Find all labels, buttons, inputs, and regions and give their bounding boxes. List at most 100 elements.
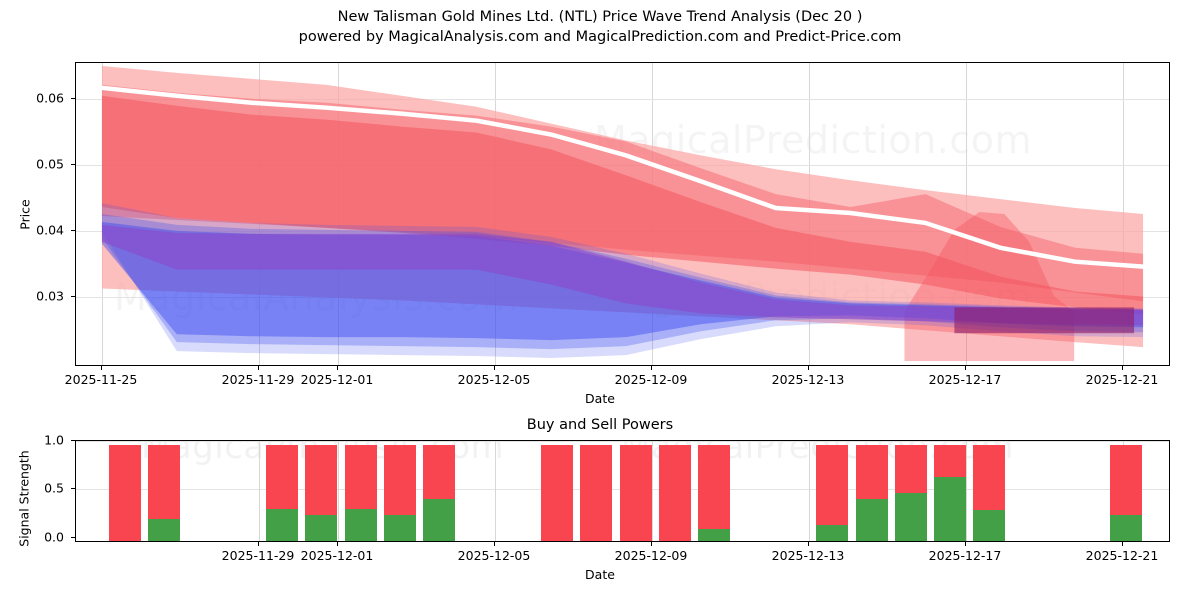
signal-bar (973, 444, 1005, 541)
magenta-core-block (954, 307, 1135, 334)
y-tick-label: 0.0 (44, 529, 64, 545)
gridline-v (259, 441, 260, 541)
price-chart-plot-area: MagicalAnalysis.com MagicalPrediction.co… (75, 62, 1170, 366)
buy-power-segment (148, 518, 180, 541)
signal-axis-title: Signal Strength (16, 450, 32, 547)
x-tick (965, 366, 966, 370)
x-tick (337, 542, 338, 546)
sell-power-segment (541, 444, 573, 541)
x-tick-label: 2025-12-09 (614, 548, 688, 563)
x-tick-label: 2025-12-17 (928, 548, 1002, 563)
x-tick-label: 2025-12-21 (1085, 372, 1159, 387)
sell-power-segment (580, 444, 612, 541)
buy-power-segment (856, 498, 888, 541)
sell-power-segment (305, 444, 337, 516)
sell-power-segment (1110, 444, 1142, 516)
buy-power-segment (305, 515, 337, 541)
x-tick-label: 2025-11-29 (221, 372, 295, 387)
signal-bar (698, 444, 730, 541)
sell-power-segment (973, 444, 1005, 511)
y-tick-label: 0.04 (36, 222, 64, 238)
signal-x-axis-title: Date (585, 567, 615, 582)
sell-power-segment (423, 444, 455, 499)
buy-power-segment (384, 515, 416, 541)
x-tick-label: 2025-12-13 (771, 548, 845, 563)
gridline-h (76, 99, 1169, 100)
x-tick (337, 366, 338, 370)
x-tick (258, 366, 259, 370)
buy-power-segment (973, 510, 1005, 541)
y-tick-label: 1.0 (44, 432, 64, 448)
x-tick-label: 2025-11-25 (64, 372, 138, 387)
gridline-v (338, 441, 339, 541)
y-tick (71, 440, 75, 441)
x-tick (494, 366, 495, 370)
y-tick (71, 164, 75, 165)
buy-power-segment (698, 529, 730, 541)
mean-price-line (99, 85, 1146, 269)
purple-core-band (101, 224, 1144, 326)
x-tick (808, 366, 809, 370)
signal-bar (384, 444, 416, 541)
gridline-v (652, 441, 653, 541)
x-tick (808, 542, 809, 546)
buy-power-segment (423, 498, 455, 541)
sell-power-segment (620, 444, 652, 541)
price-axis-title: Price (17, 199, 33, 230)
signal-bar (856, 444, 888, 541)
x-tick (101, 366, 102, 370)
x-tick (651, 366, 652, 370)
sell-power-segment (895, 444, 927, 493)
sell-power-segment (934, 444, 966, 477)
price-x-axis-title: Date (585, 391, 615, 406)
x-tick-label: 2025-12-13 (771, 372, 845, 387)
y-tick (71, 230, 75, 231)
signal-chart-plot-area: MagicalAnalysis.com MagicalPrediction.co… (75, 440, 1170, 542)
price-wave-bands (99, 65, 1146, 362)
signal-bar (895, 444, 927, 541)
y-tick-label: 0.03 (36, 288, 64, 304)
sell-power-segment (659, 444, 691, 541)
sell-power-segment (266, 444, 298, 510)
x-tick (1122, 542, 1123, 546)
gridline-v (495, 441, 496, 541)
signal-bar (266, 444, 298, 541)
y-tick-label: 0.05 (36, 156, 64, 172)
signal-bar (816, 444, 848, 541)
x-tick (258, 542, 259, 546)
x-tick-label: 2025-12-21 (1085, 548, 1159, 563)
title-line-2: powered by MagicalAnalysis.com and Magic… (298, 28, 902, 45)
x-tick (965, 542, 966, 546)
buy-power-segment (1110, 515, 1142, 541)
signal-chart-title: Buy and Sell Powers (526, 417, 674, 433)
x-tick-label: 2025-12-05 (457, 548, 531, 563)
x-tick-label: 2025-12-09 (614, 372, 688, 387)
gridline-v (966, 441, 967, 541)
signal-bar (148, 444, 180, 541)
y-tick (71, 488, 75, 489)
signal-bar (109, 444, 141, 541)
sell-power-segment (148, 444, 180, 519)
x-tick-label: 2025-12-01 (300, 372, 374, 387)
signal-bar (659, 444, 691, 541)
buy-power-segment (895, 492, 927, 541)
sell-power-segment (698, 444, 730, 530)
sell-power-segment (384, 444, 416, 516)
y-tick (71, 537, 75, 538)
y-tick-label: 0.5 (44, 480, 64, 496)
x-tick-label: 2025-12-17 (928, 372, 1002, 387)
sell-power-segment (816, 444, 848, 525)
signal-bar (423, 444, 455, 541)
x-tick-label: 2025-12-05 (457, 372, 531, 387)
title-line-1: New Talisman Gold Mines Ltd. (NTL) Price… (337, 9, 863, 25)
gridline-v (809, 441, 810, 541)
x-tick (494, 542, 495, 546)
y-tick-label: 0.06 (36, 90, 64, 106)
buy-power-segment (934, 476, 966, 541)
signal-bar (345, 444, 377, 541)
sell-power-segment (345, 444, 377, 510)
sell-power-segment (856, 444, 888, 499)
signal-bar (934, 444, 966, 541)
y-tick (71, 296, 75, 297)
signal-bar (1110, 444, 1142, 541)
